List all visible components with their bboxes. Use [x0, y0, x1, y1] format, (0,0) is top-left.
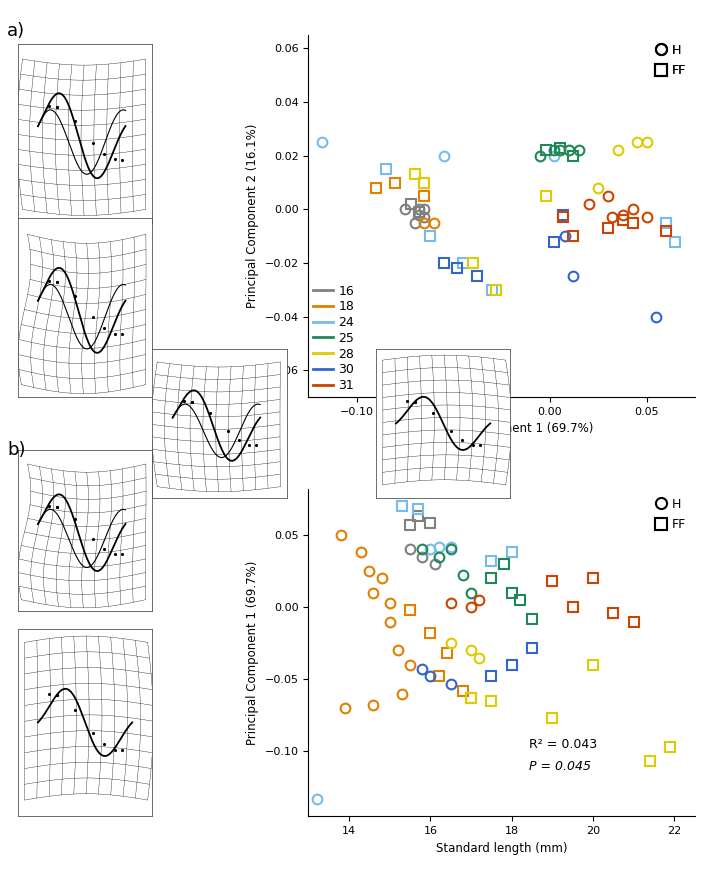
Y-axis label: Principal Component 2 (16.1%): Principal Component 2 (16.1%): [246, 124, 259, 308]
X-axis label: Principal Component 1 (69.7%): Principal Component 1 (69.7%): [409, 423, 594, 436]
Text: b): b): [7, 441, 26, 459]
Text: P = 0.045: P = 0.045: [529, 760, 591, 773]
Legend: 16, 18, 24, 25, 28, 30, 31: 16, 18, 24, 25, 28, 30, 31: [311, 282, 357, 395]
X-axis label: Standard length (mm): Standard length (mm): [436, 842, 567, 855]
Text: R² = 0.043: R² = 0.043: [529, 738, 597, 751]
Text: a): a): [7, 22, 26, 40]
Legend: H, FF: H, FF: [651, 495, 688, 533]
Y-axis label: Principal Component 1 (69.7%): Principal Component 1 (69.7%): [246, 560, 259, 745]
